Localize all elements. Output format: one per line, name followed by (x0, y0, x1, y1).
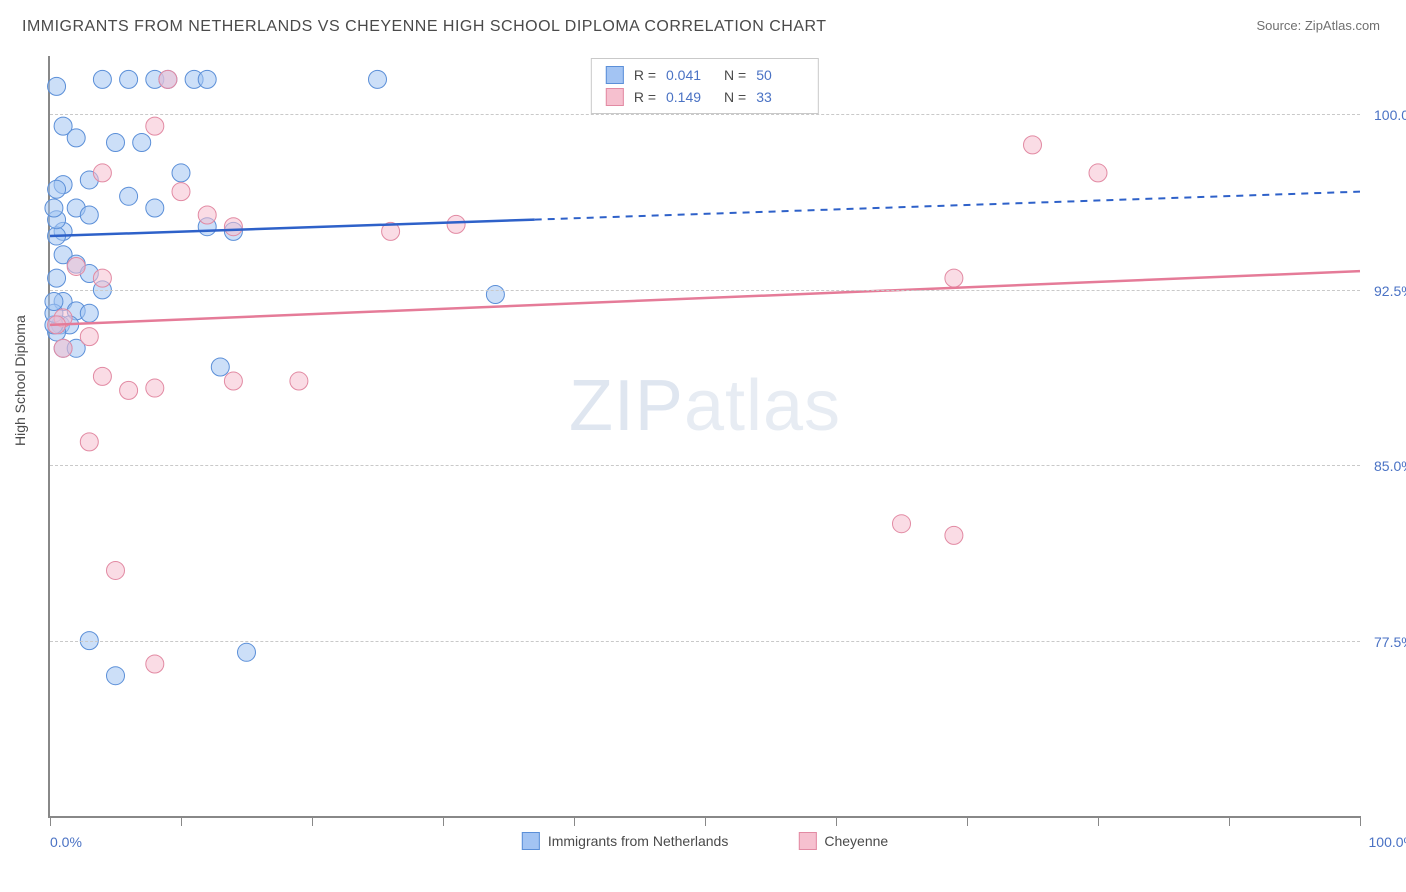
data-point-a (120, 187, 138, 205)
legend-item-b: Cheyenne (798, 832, 888, 850)
x-axis-max-label: 100.0% (1369, 834, 1406, 850)
y-axis-title: High School Diploma (12, 315, 28, 446)
x-tick (1098, 816, 1099, 826)
plot-area: ZIPatlas R = 0.041 N = 50 R = 0.149 N = … (48, 56, 1360, 818)
data-point-b (80, 433, 98, 451)
data-point-b (146, 655, 164, 673)
data-point-b (198, 206, 216, 224)
data-point-a (45, 293, 63, 311)
y-tick-label: 77.5% (1364, 634, 1406, 650)
data-point-a (146, 199, 164, 217)
data-point-a (93, 70, 111, 88)
swatch-b-icon (798, 832, 816, 850)
data-point-b (290, 372, 308, 390)
data-point-a (45, 199, 63, 217)
x-tick (705, 816, 706, 826)
y-tick-label: 92.5% (1364, 283, 1406, 299)
gridline: 77.5% (50, 641, 1360, 642)
n-value-b: 33 (756, 89, 804, 105)
data-point-a (67, 129, 85, 147)
data-point-a (107, 667, 125, 685)
series-legend: Immigrants from Netherlands Cheyenne (522, 832, 888, 850)
data-point-b (159, 70, 177, 88)
r-value-a: 0.041 (666, 67, 714, 83)
data-point-a (369, 70, 387, 88)
data-point-b (1089, 164, 1107, 182)
data-point-a (48, 269, 66, 287)
data-point-b (54, 339, 72, 357)
x-tick (312, 816, 313, 826)
chart-title: IMMIGRANTS FROM NETHERLANDS VS CHEYENNE … (22, 18, 827, 36)
data-point-a (48, 180, 66, 198)
data-point-a (172, 164, 190, 182)
x-tick (181, 816, 182, 826)
legend-item-a: Immigrants from Netherlands (522, 832, 729, 850)
stats-row-a: R = 0.041 N = 50 (606, 64, 804, 86)
x-tick (1229, 816, 1230, 826)
data-point-b (67, 257, 85, 275)
swatch-b-icon (606, 88, 624, 106)
x-tick (443, 816, 444, 826)
data-point-a (48, 77, 66, 95)
r-value-b: 0.149 (666, 89, 714, 105)
source-attribution: Source: ZipAtlas.com (1256, 18, 1380, 33)
data-point-a (107, 134, 125, 152)
data-point-b (224, 218, 242, 236)
data-point-b (146, 379, 164, 397)
data-point-b (93, 269, 111, 287)
data-point-a (486, 286, 504, 304)
x-tick (967, 816, 968, 826)
n-value-a: 50 (756, 67, 804, 83)
data-point-b (146, 117, 164, 135)
data-point-a (80, 206, 98, 224)
data-point-b (893, 515, 911, 533)
data-point-b (80, 328, 98, 346)
data-point-a (211, 358, 229, 376)
x-tick (50, 816, 51, 826)
data-point-a (198, 70, 216, 88)
data-point-b (945, 526, 963, 544)
data-point-a (133, 134, 151, 152)
data-point-b (93, 367, 111, 385)
x-tick (836, 816, 837, 826)
x-tick (574, 816, 575, 826)
data-point-b (945, 269, 963, 287)
data-point-b (93, 164, 111, 182)
data-point-b (172, 183, 190, 201)
gridline: 85.0% (50, 465, 1360, 466)
r-label: R = (634, 67, 656, 83)
swatch-a-icon (606, 66, 624, 84)
stats-legend: R = 0.041 N = 50 R = 0.149 N = 33 (591, 58, 819, 114)
data-point-a (238, 643, 256, 661)
swatch-a-icon (522, 832, 540, 850)
data-point-b (120, 381, 138, 399)
data-point-a (80, 304, 98, 322)
n-label: N = (724, 67, 746, 83)
x-tick (1360, 816, 1361, 826)
y-tick-label: 85.0% (1364, 458, 1406, 474)
r-label: R = (634, 89, 656, 105)
n-label: N = (724, 89, 746, 105)
data-point-b (447, 215, 465, 233)
chart-svg (50, 56, 1360, 816)
x-axis-min-label: 0.0% (50, 834, 82, 850)
legend-label-b: Cheyenne (824, 833, 888, 849)
trend-line-a-extrapolated (535, 192, 1360, 220)
gridline: 100.0% (50, 114, 1360, 115)
legend-label-a: Immigrants from Netherlands (548, 833, 729, 849)
data-point-b (107, 561, 125, 579)
data-point-b (224, 372, 242, 390)
stats-row-b: R = 0.149 N = 33 (606, 86, 804, 108)
data-point-a (120, 70, 138, 88)
gridline: 92.5% (50, 290, 1360, 291)
data-point-b (1024, 136, 1042, 154)
y-tick-label: 100.0% (1364, 107, 1406, 123)
trend-line-b (50, 271, 1360, 325)
